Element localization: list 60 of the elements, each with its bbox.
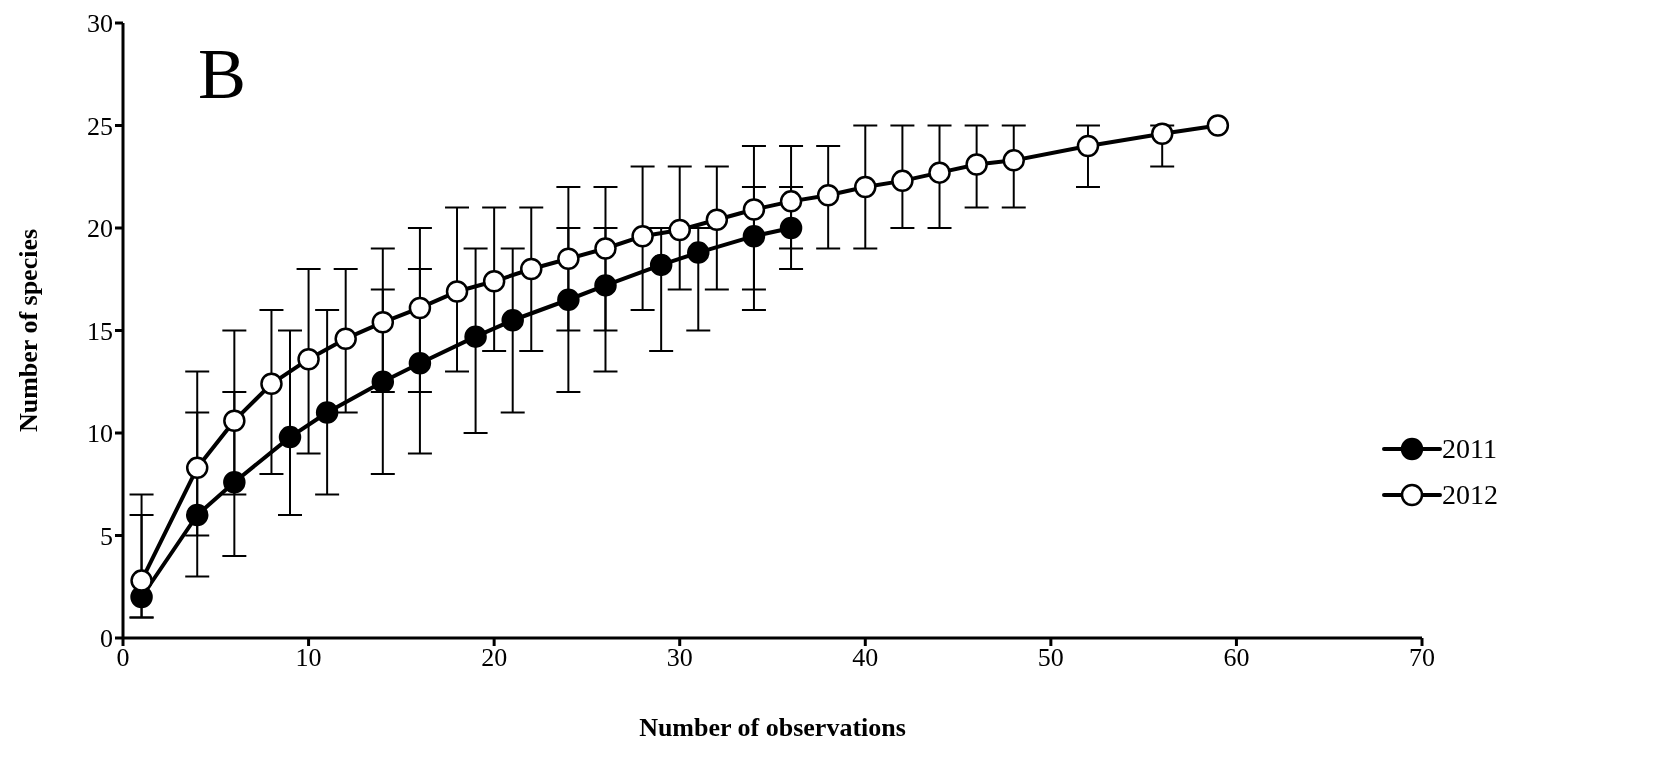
x-axis-title: Number of observations	[639, 713, 906, 743]
legend-label: 2012	[1442, 478, 1498, 512]
point	[928, 161, 951, 184]
point	[260, 372, 283, 396]
y-tick-label: 30	[87, 9, 113, 39]
point	[742, 198, 766, 221]
x-tick-label: 50	[1037, 643, 1064, 673]
point	[557, 288, 580, 311]
point	[742, 224, 766, 248]
x-tick-label: 10	[295, 643, 322, 673]
point	[223, 470, 246, 494]
point	[278, 425, 302, 449]
point	[223, 409, 246, 432]
point	[668, 218, 691, 242]
point	[445, 280, 469, 303]
point	[334, 327, 357, 350]
y-tick-label: 15	[87, 316, 113, 346]
point	[408, 296, 432, 320]
point	[520, 257, 543, 281]
point	[594, 237, 617, 260]
point	[854, 175, 877, 199]
point	[705, 208, 729, 232]
point	[1206, 114, 1230, 137]
point	[779, 216, 803, 240]
x-tick-label: 40	[852, 643, 879, 673]
point	[557, 247, 580, 270]
point	[130, 569, 153, 592]
y-tick-label: 5	[100, 521, 113, 551]
point	[649, 253, 673, 277]
point	[1076, 134, 1100, 158]
point	[297, 347, 320, 371]
x-tick-label: 20	[481, 643, 508, 673]
annotation: B	[198, 33, 247, 116]
point	[185, 503, 209, 527]
point	[371, 370, 395, 393]
point	[464, 325, 487, 348]
point	[371, 311, 395, 334]
point	[816, 183, 840, 207]
y-tick-label: 0	[100, 624, 113, 654]
y-tick-label: 20	[87, 214, 113, 244]
point	[687, 241, 710, 264]
point	[1150, 122, 1174, 145]
point	[779, 190, 803, 213]
point	[891, 169, 914, 193]
point	[965, 153, 988, 176]
x-tick-label: 30	[666, 643, 693, 673]
legend-label: 2011	[1442, 432, 1497, 466]
point	[408, 352, 432, 375]
point	[631, 224, 654, 248]
point	[185, 456, 209, 480]
x-tick-label: 60	[1223, 643, 1250, 673]
point	[315, 401, 339, 424]
point	[1002, 149, 1025, 172]
point	[501, 309, 524, 332]
y-tick-label: 10	[87, 419, 113, 449]
y-axis-title: Number of species	[14, 228, 44, 433]
point	[594, 274, 617, 297]
x-tick-label: 70	[1409, 643, 1435, 673]
point	[482, 270, 506, 293]
y-tick-label: 25	[87, 111, 113, 141]
